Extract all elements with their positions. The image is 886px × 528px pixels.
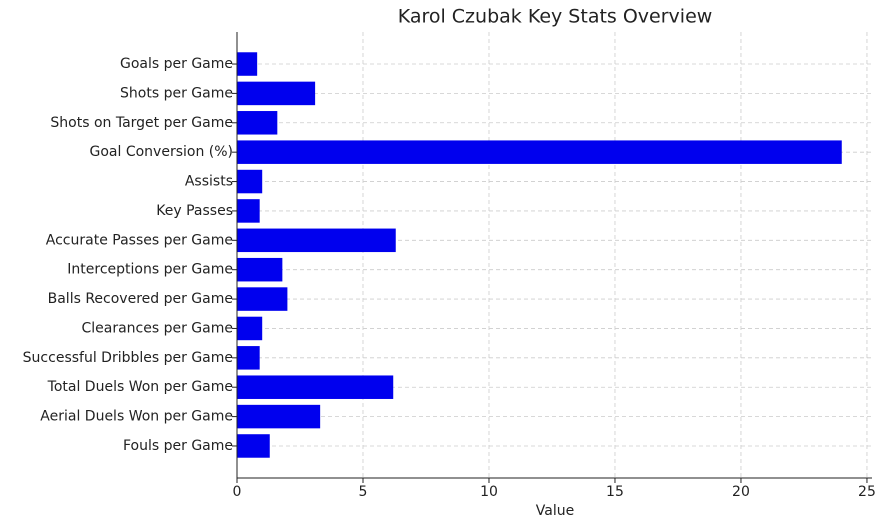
y-tick-label: Interceptions per Game — [67, 262, 233, 278]
y-tick-label: Accurate Passes per Game — [46, 232, 233, 248]
bar — [237, 169, 263, 194]
y-tick-label: Total Duels Won per Game — [47, 379, 233, 395]
y-tick-label: Balls Recovered per Game — [48, 291, 233, 307]
x-tick-label: 0 — [233, 484, 242, 500]
y-tick-label: Assists — [185, 174, 233, 190]
bar — [237, 375, 394, 399]
y-tick-label: Goal Conversion (%) — [90, 144, 234, 160]
x-tick-label: 5 — [359, 484, 368, 500]
bar — [237, 140, 842, 164]
bar — [237, 346, 260, 370]
y-tick-label: Shots per Game — [120, 85, 233, 101]
y-tick-label: Fouls per Game — [123, 438, 233, 454]
bar — [237, 199, 260, 223]
bar — [237, 434, 270, 458]
bar — [237, 81, 316, 106]
y-tick-label: Aerial Duels Won per Game — [40, 409, 233, 425]
y-tick-label: Shots on Target per Game — [50, 115, 233, 131]
x-tick-label: 25 — [858, 484, 876, 500]
y-tick-label: Successful Dribbles per Game — [23, 350, 233, 366]
bar — [237, 228, 396, 253]
x-axis-label: Value — [536, 503, 574, 519]
bar — [237, 404, 321, 429]
bar — [237, 257, 283, 282]
chart-title: Karol Czubak Key Stats Overview — [398, 6, 713, 28]
x-tick-label: 20 — [732, 484, 750, 500]
bar — [237, 316, 263, 341]
x-tick-label: 15 — [606, 484, 624, 500]
y-tick-label: Goals per Game — [120, 56, 233, 72]
y-tick-label: Key Passes — [156, 203, 233, 219]
x-tick-label: 10 — [480, 484, 498, 500]
bar — [237, 287, 288, 311]
bar — [237, 111, 278, 135]
bar — [237, 52, 258, 76]
y-tick-label: Clearances per Game — [81, 320, 233, 336]
